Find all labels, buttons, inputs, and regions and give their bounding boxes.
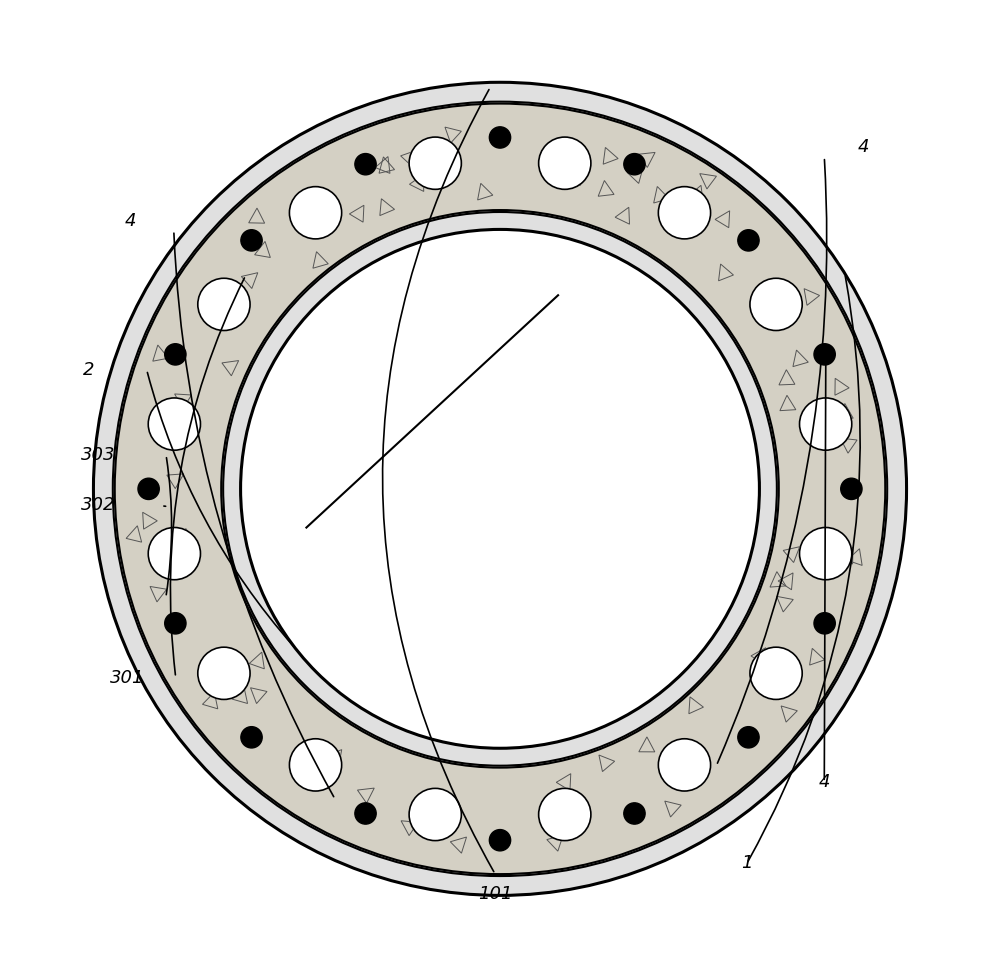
- Circle shape: [148, 528, 200, 580]
- Circle shape: [841, 478, 862, 499]
- Text: 4: 4: [819, 773, 830, 791]
- Circle shape: [242, 230, 758, 747]
- Circle shape: [489, 830, 511, 851]
- Circle shape: [241, 727, 262, 748]
- Circle shape: [750, 648, 802, 700]
- Text: 2: 2: [83, 361, 94, 378]
- Text: 101: 101: [478, 885, 512, 903]
- Circle shape: [198, 278, 250, 330]
- Circle shape: [355, 802, 376, 824]
- Circle shape: [241, 229, 262, 251]
- Circle shape: [624, 154, 645, 175]
- Circle shape: [539, 137, 591, 190]
- Polygon shape: [223, 212, 777, 766]
- Circle shape: [658, 187, 711, 239]
- Circle shape: [539, 788, 591, 840]
- Circle shape: [750, 278, 802, 330]
- Circle shape: [814, 613, 835, 634]
- Text: 301: 301: [110, 669, 145, 686]
- Circle shape: [289, 739, 342, 791]
- Text: 4: 4: [857, 138, 869, 156]
- Text: 4: 4: [124, 212, 136, 229]
- Circle shape: [814, 344, 835, 365]
- Circle shape: [355, 154, 376, 175]
- Circle shape: [489, 127, 511, 148]
- Circle shape: [624, 802, 645, 824]
- Circle shape: [658, 739, 711, 791]
- Circle shape: [738, 229, 759, 251]
- Circle shape: [409, 137, 461, 190]
- Polygon shape: [115, 104, 885, 874]
- Circle shape: [289, 187, 342, 239]
- Circle shape: [148, 398, 200, 450]
- Circle shape: [738, 727, 759, 748]
- Circle shape: [409, 788, 461, 840]
- Text: 302: 302: [81, 497, 116, 514]
- Circle shape: [138, 478, 159, 499]
- Circle shape: [165, 613, 186, 634]
- Circle shape: [800, 528, 852, 580]
- Text: 303: 303: [81, 446, 116, 464]
- Text: 1: 1: [741, 855, 753, 872]
- Circle shape: [165, 344, 186, 365]
- Polygon shape: [93, 82, 907, 895]
- Circle shape: [198, 648, 250, 700]
- Circle shape: [800, 398, 852, 450]
